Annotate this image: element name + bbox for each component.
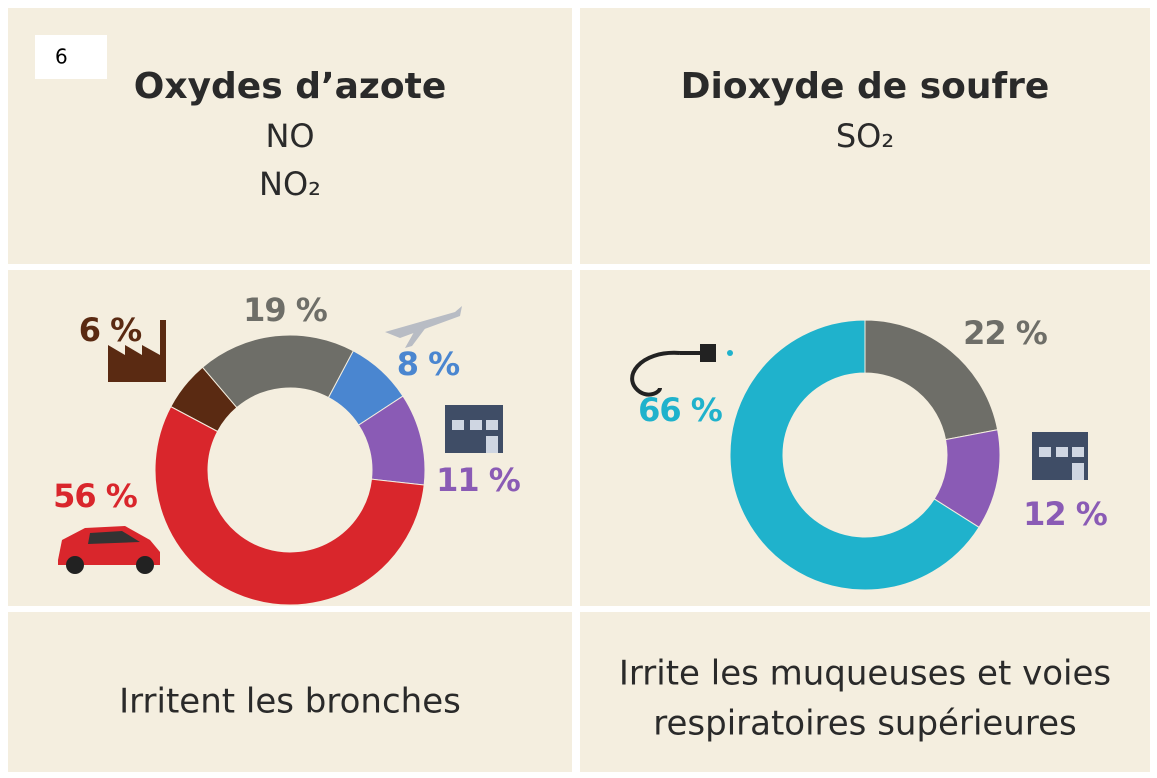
value-label: 11 % [436,461,521,499]
factory-icon [108,320,166,382]
description: respiratoires supérieures [653,704,1076,744]
value-label: 56 % [53,477,138,515]
panel [580,612,1150,772]
formula: NO [265,117,314,155]
value-label: 8 % [397,345,460,383]
plane-icon [385,306,462,348]
badge-box [35,35,107,79]
plug-icon [630,344,733,397]
description: Irrite les muqueuses et voies [619,654,1111,694]
panel [8,612,572,772]
chart-title: Dioxyde de soufre [681,66,1050,107]
value-label: 66 % [638,391,723,429]
formula: NO₂ [259,165,321,203]
chart-title: Oxydes d’azote [134,66,447,107]
description: Irritent les bronches [119,682,461,722]
formula: SO₂ [836,117,894,155]
value-label: 19 % [243,291,328,329]
donut-slice [729,319,980,591]
building-icon [1032,432,1088,480]
donut-slice [154,405,425,606]
badge: 6 [55,45,68,69]
value-label: 12 % [1023,495,1108,533]
car-icon [58,526,160,574]
panel [580,8,1150,264]
value-label: 22 % [963,314,1048,352]
building-icon [445,405,503,453]
value-label: 6 % [79,311,142,349]
